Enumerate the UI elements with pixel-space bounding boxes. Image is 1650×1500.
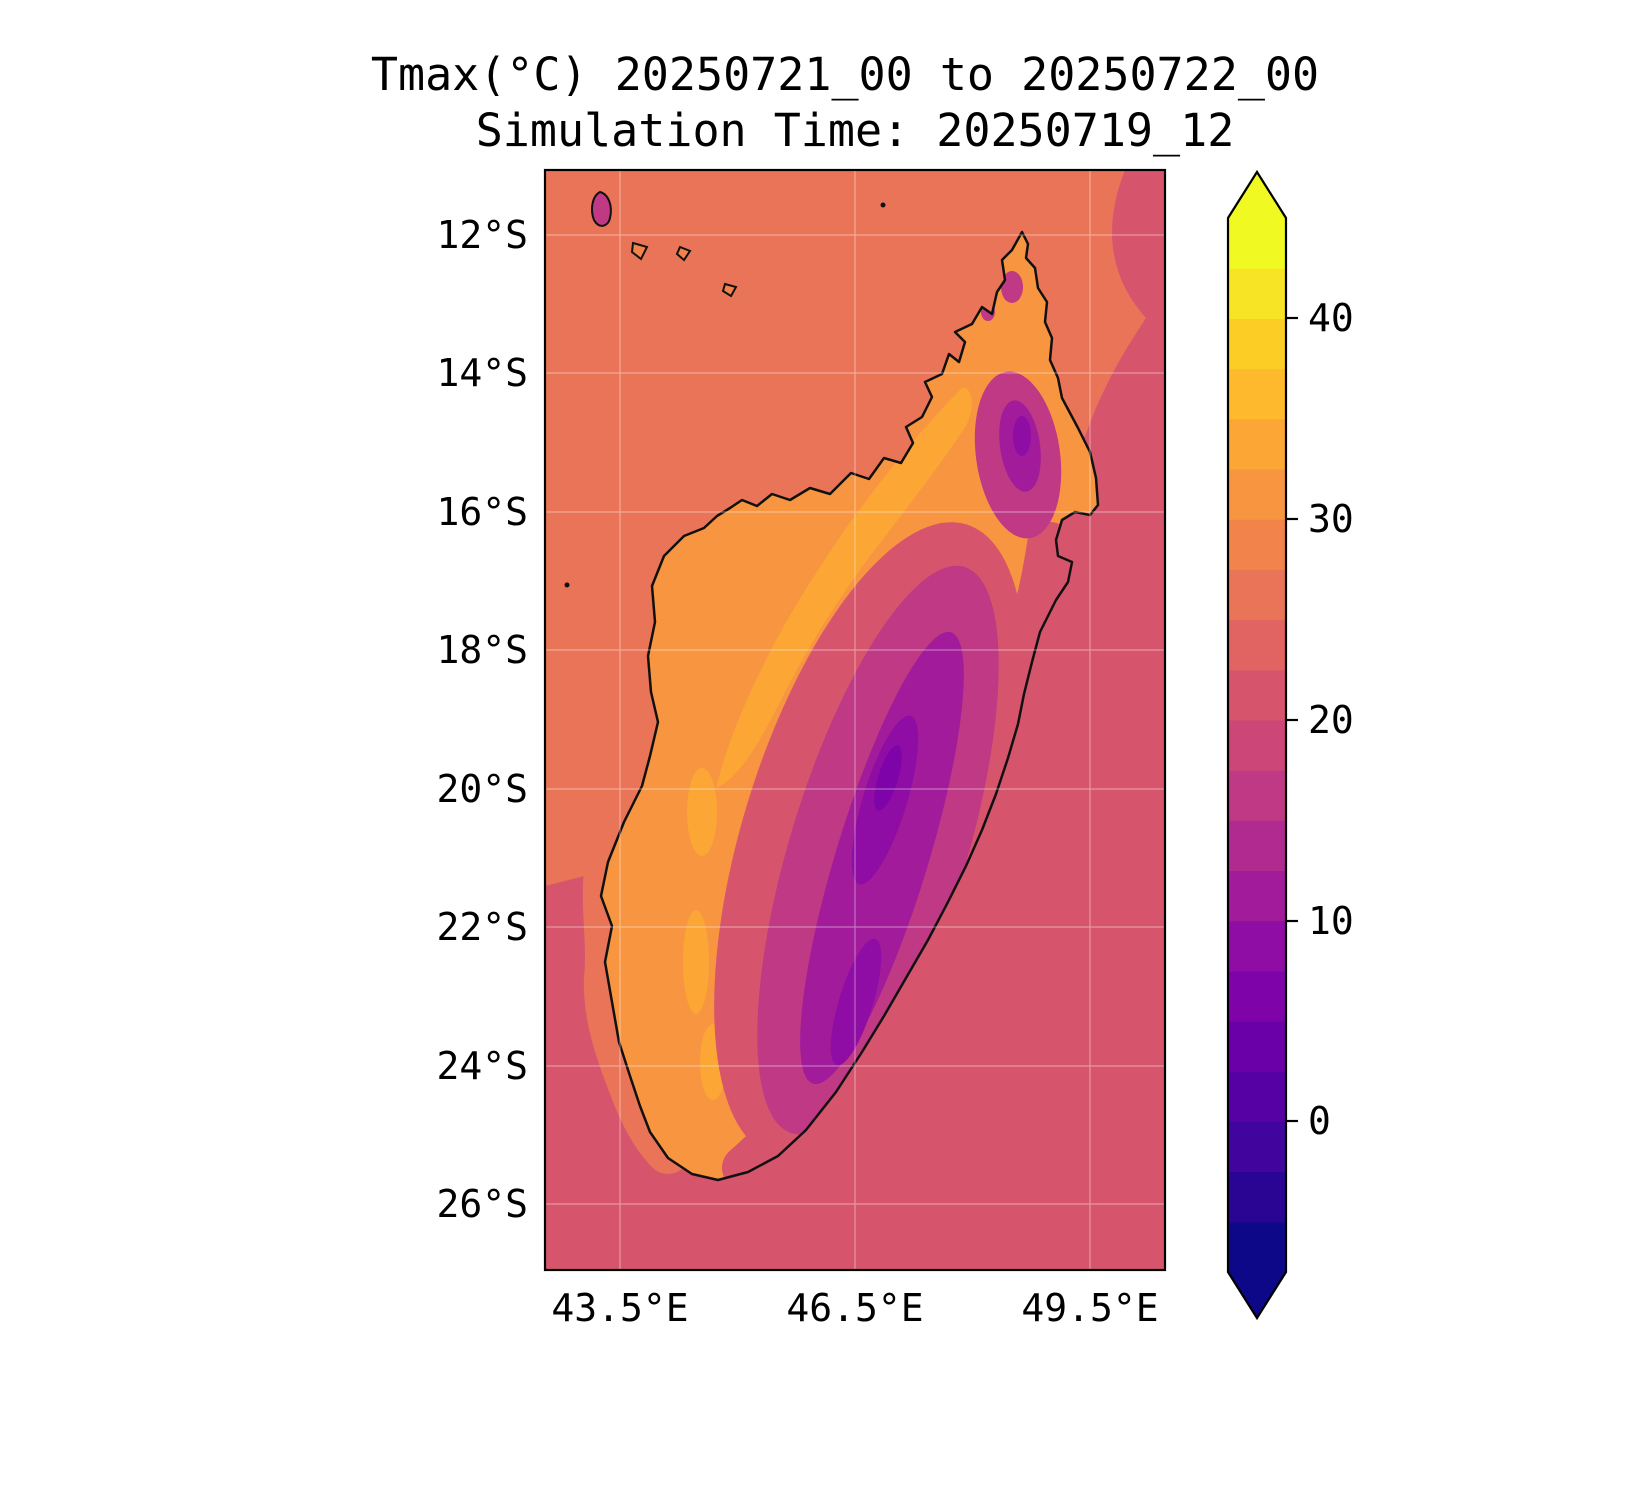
colorbar-band (1228, 719, 1286, 771)
lat-label-12s: 12°S (436, 213, 528, 257)
graticule-gridlines (545, 170, 1165, 1270)
colorbar-band (1228, 418, 1286, 470)
lat-label-18s: 18°S (436, 628, 528, 672)
colorbar-band (1228, 1021, 1286, 1072)
colorbar-band (1228, 318, 1286, 370)
colorbar-bands (1228, 218, 1286, 1273)
colorbar (1226, 169, 1298, 1321)
tiny-islet (880, 202, 886, 208)
lat-label-24s: 24°S (436, 1044, 528, 1088)
figure-subtitle: Simulation Time: 20250719_12 (475, 104, 1235, 157)
small-island (675, 245, 692, 262)
small-island (721, 282, 738, 298)
colorbar-band (1228, 970, 1286, 1022)
colorbar-band (1228, 268, 1286, 319)
land-temperature-regions (683, 271, 1073, 1180)
colorbar-label-10: 10 (1308, 899, 1354, 943)
colorbar-band (1228, 368, 1286, 420)
warmest-northwest-band (716, 387, 972, 788)
north-tip-cool-spot (1001, 271, 1023, 303)
map-border (543, 168, 1167, 1272)
colorbar-outline (1226, 169, 1288, 1321)
colorbar-band (1228, 1171, 1286, 1223)
lon-label-49-5e: 49.5°E (1021, 1286, 1159, 1330)
colorbar-label-30: 30 (1308, 497, 1354, 541)
lat-label-22s: 22°S (436, 905, 528, 949)
colorbar-label-20: 20 (1308, 698, 1354, 742)
colorbar-band (1228, 870, 1286, 922)
small-island (591, 190, 612, 227)
colorbar-band (1228, 619, 1286, 671)
lon-label-43-5e: 43.5°E (551, 1286, 689, 1330)
figure-title: Tmax(°C) 20250721_00 to 20250722_00 (370, 48, 1320, 101)
colorbar-band (1228, 218, 1286, 269)
lat-label-14s: 14°S (436, 351, 528, 395)
colorbar-band (1228, 669, 1286, 721)
colorbar-band (1228, 1221, 1286, 1273)
map-panel (545, 170, 1165, 1270)
colorbar-bottom-arrow (1228, 1272, 1286, 1318)
tiny-islet (564, 582, 570, 588)
colorbar-band (1228, 468, 1286, 520)
small-island (630, 241, 649, 261)
cold-core-patch (1013, 416, 1031, 456)
lat-label-16s: 16°S (436, 490, 528, 534)
colorbar-band (1228, 1071, 1286, 1123)
colorbar-band (1228, 569, 1286, 621)
warm-west-patch (687, 768, 717, 856)
cold-core-patch (830, 938, 882, 1066)
colorbar-top-arrow (1228, 172, 1286, 218)
colorbar-band (1228, 770, 1286, 821)
lat-label-20s: 20°S (436, 767, 528, 811)
colorbar-label-0: 0 (1308, 1099, 1331, 1143)
colorbar-label-40: 40 (1308, 296, 1354, 340)
coldest-core-patch (874, 745, 902, 811)
colorbar-band (1228, 1121, 1286, 1173)
lat-label-26s: 26°S (436, 1182, 528, 1226)
colorbar-band (1228, 519, 1286, 570)
colorbar-band (1228, 820, 1286, 872)
colorbar-band (1228, 920, 1286, 972)
warm-west-patch (683, 910, 709, 1014)
lon-label-46-5e: 46.5°E (786, 1286, 924, 1330)
colorbar-ticks (1286, 316, 1298, 1123)
